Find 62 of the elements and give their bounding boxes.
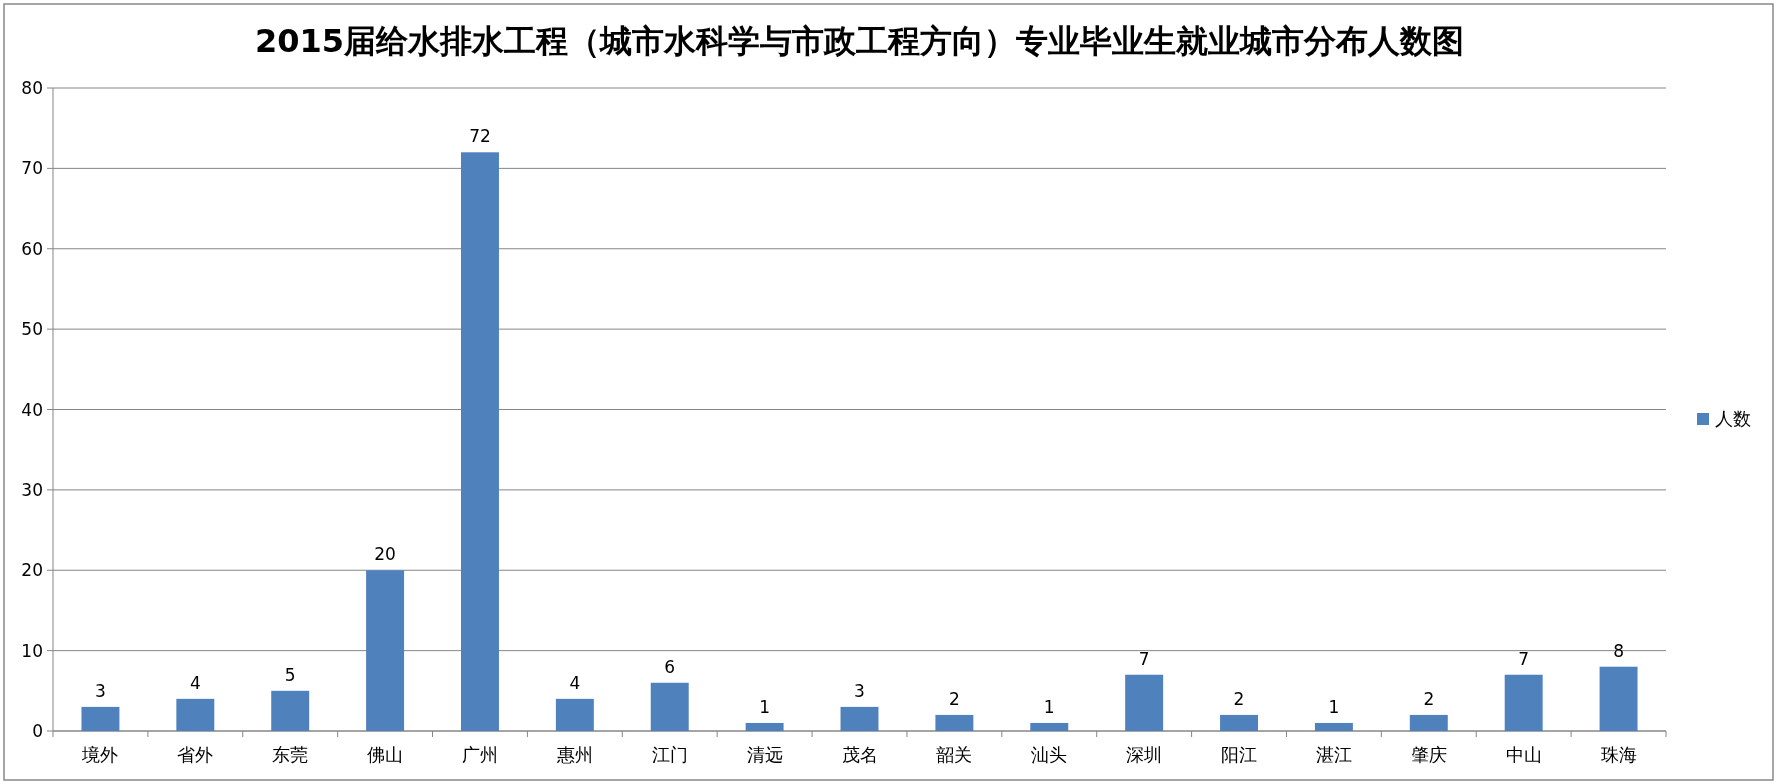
x-tick-label: 中山 xyxy=(1505,744,1542,765)
x-tick-label: 韶关 xyxy=(936,744,973,765)
y-tick-label: 70 xyxy=(21,158,43,179)
y-tick-label: 80 xyxy=(21,78,43,98)
x-tick-label: 广州 xyxy=(461,744,498,765)
bar xyxy=(271,690,310,731)
data-label: 6 xyxy=(664,656,676,677)
x-tick-label: 东莞 xyxy=(272,744,309,765)
chart-title: 2015届给水排水工程（城市水科学与市政工程方向）专业毕业生就业城市分布人数图 xyxy=(254,22,1465,60)
data-label: 2 xyxy=(948,688,960,709)
data-label: 4 xyxy=(569,672,581,693)
data-label: 72 xyxy=(469,126,491,147)
x-tick-label: 茂名 xyxy=(841,744,878,765)
x-tick-label: 境外 xyxy=(81,744,119,765)
x-tick-label: 佛山 xyxy=(367,744,404,765)
data-label: 2 xyxy=(1233,688,1245,709)
data-label: 1 xyxy=(1043,696,1055,717)
x-tick-label: 省外 xyxy=(177,744,214,765)
y-tick-label: 10 xyxy=(21,640,43,661)
data-label: 1 xyxy=(1328,696,1340,717)
bar xyxy=(1599,666,1638,731)
data-label: 3 xyxy=(95,680,106,701)
data-label: 3 xyxy=(854,680,865,701)
bar xyxy=(1504,674,1543,731)
bar xyxy=(650,682,689,731)
x-tick-label: 肇庆 xyxy=(1410,744,1447,765)
bar xyxy=(176,698,215,731)
bar xyxy=(460,152,499,731)
x-tick-label: 江门 xyxy=(651,744,688,765)
x-tick-label: 阳江 xyxy=(1221,744,1258,765)
data-label: 7 xyxy=(1518,648,1530,669)
data-label: 5 xyxy=(284,664,296,685)
bar xyxy=(1220,714,1258,731)
x-tick-label: 湛江 xyxy=(1315,744,1352,765)
legend-label: 人数 xyxy=(1715,408,1751,429)
y-tick-label: 20 xyxy=(21,560,43,581)
data-label: 20 xyxy=(374,544,396,565)
bar xyxy=(745,722,784,731)
y-tick-label: 30 xyxy=(21,479,43,500)
y-tick-label: 40 xyxy=(21,399,43,420)
y-tick-label: 60 xyxy=(21,238,43,259)
data-label: 8 xyxy=(1613,640,1624,661)
data-label: 1 xyxy=(759,696,771,717)
bar xyxy=(1409,714,1448,731)
y-tick-label: 0 xyxy=(32,721,43,741)
x-tick-label: 珠海 xyxy=(1600,744,1637,765)
data-label: 7 xyxy=(1138,648,1150,669)
x-tick-label: 深圳 xyxy=(1126,744,1163,765)
bar xyxy=(840,706,879,731)
data-label: 2 xyxy=(1423,688,1435,709)
bar xyxy=(935,714,974,731)
bar xyxy=(1314,722,1353,731)
x-tick-label: 汕头 xyxy=(1031,744,1068,765)
bar xyxy=(366,570,405,731)
data-label: 4 xyxy=(189,672,201,693)
x-tick-label: 清远 xyxy=(746,744,783,765)
bar xyxy=(555,698,594,731)
y-tick-label: 50 xyxy=(21,319,43,340)
bar xyxy=(81,706,120,731)
bar xyxy=(1125,674,1164,731)
x-tick-label: 惠州 xyxy=(555,744,593,765)
bar xyxy=(1030,722,1069,731)
